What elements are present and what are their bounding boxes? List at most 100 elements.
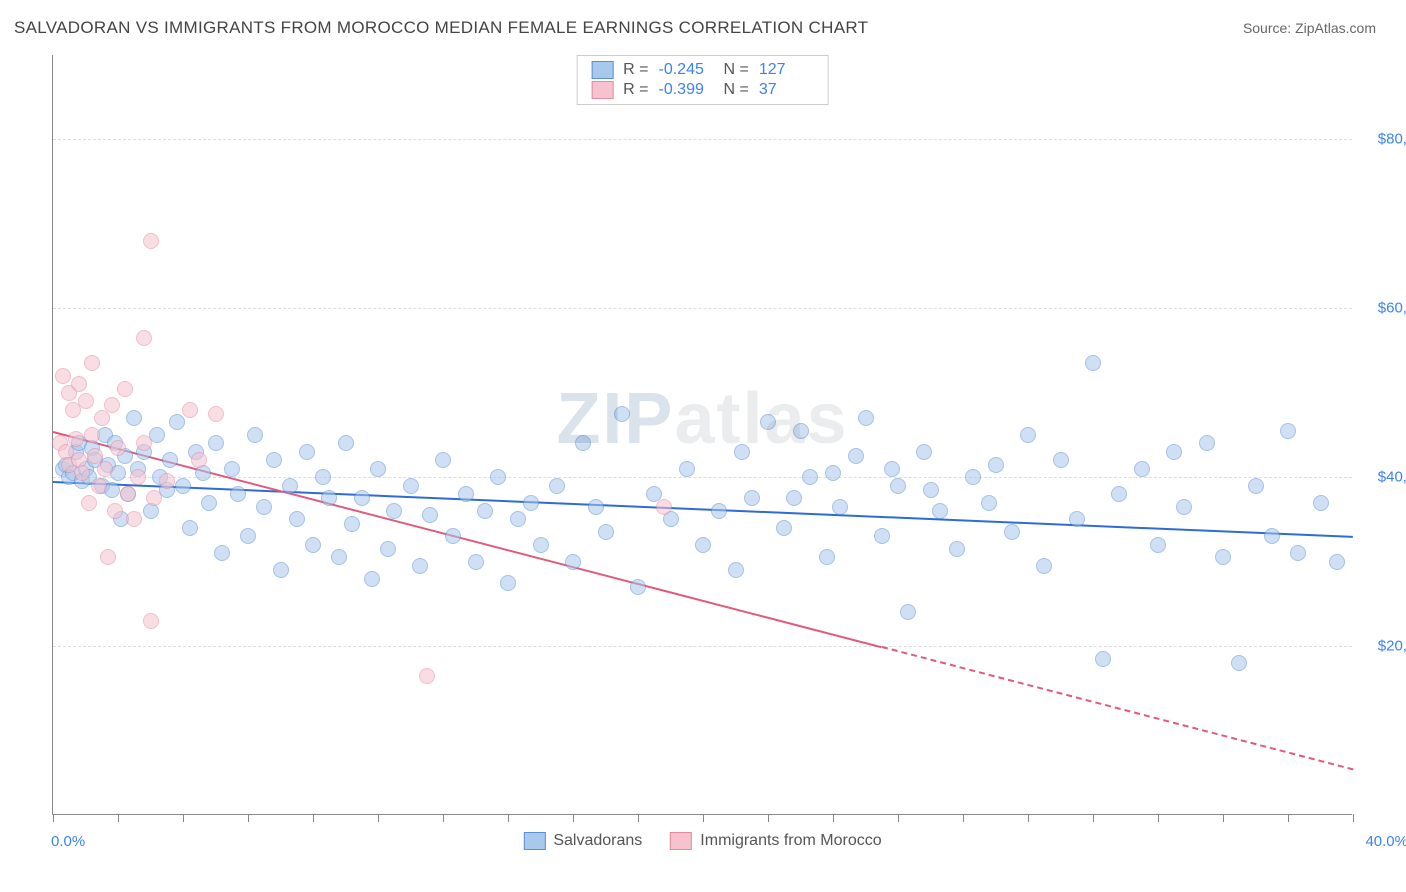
data-point — [1134, 461, 1150, 477]
x-tick — [768, 814, 769, 822]
data-point — [848, 448, 864, 464]
data-point — [81, 495, 97, 511]
data-point — [728, 562, 744, 578]
data-point — [282, 478, 298, 494]
chart-container: Median Female Earnings ZIPatlas R = -0.2… — [14, 55, 1392, 845]
data-point — [55, 368, 71, 384]
data-point — [874, 528, 890, 544]
data-point — [884, 461, 900, 477]
data-point — [445, 528, 461, 544]
data-point — [240, 528, 256, 544]
data-point — [1329, 554, 1345, 570]
data-point — [1150, 537, 1166, 553]
n-label: N = — [724, 61, 749, 79]
data-point — [793, 423, 809, 439]
legend-row-2: R = -0.399 N = 37 — [591, 80, 814, 100]
data-point — [71, 376, 87, 392]
data-point — [1111, 486, 1127, 502]
data-point — [182, 402, 198, 418]
data-point — [734, 444, 750, 460]
data-point — [412, 558, 428, 574]
data-point — [354, 490, 370, 506]
data-point — [477, 503, 493, 519]
data-point — [230, 486, 246, 502]
y-tick-label: $40,000 — [1362, 469, 1406, 486]
data-point — [744, 490, 760, 506]
x-tick — [703, 814, 704, 822]
data-point — [760, 414, 776, 430]
x-tick — [1223, 814, 1224, 822]
data-point — [175, 478, 191, 494]
y-tick-label: $60,000 — [1362, 300, 1406, 317]
data-point — [1199, 435, 1215, 451]
legend-label: Immigrants from Morocco — [700, 832, 881, 850]
legend-series: Salvadorans Immigrants from Morocco — [523, 832, 881, 850]
trendline — [881, 646, 1353, 770]
data-point — [588, 499, 604, 515]
data-point — [435, 452, 451, 468]
data-point — [1248, 478, 1264, 494]
data-point — [1264, 528, 1280, 544]
x-tick — [1158, 814, 1159, 822]
data-point — [97, 461, 113, 477]
data-point — [695, 537, 711, 553]
x-tick — [1028, 814, 1029, 822]
data-point — [533, 537, 549, 553]
legend-correlation: R = -0.245 N = 127 R = -0.399 N = 37 — [576, 55, 829, 105]
legend-row-1: R = -0.245 N = 127 — [591, 60, 814, 80]
x-tick — [443, 814, 444, 822]
data-point — [916, 444, 932, 460]
x-tick — [1093, 814, 1094, 822]
x-tick — [1288, 814, 1289, 822]
data-point — [575, 435, 591, 451]
data-point — [126, 410, 142, 426]
data-point — [858, 410, 874, 426]
x-tick — [833, 814, 834, 822]
x-tick — [638, 814, 639, 822]
gridline — [53, 477, 1352, 478]
legend-label: Salvadorans — [553, 832, 642, 850]
data-point — [84, 355, 100, 371]
swatch-icon — [670, 832, 692, 850]
data-point — [630, 579, 646, 595]
data-point — [832, 499, 848, 515]
data-point — [510, 511, 526, 527]
r-label: R = — [623, 61, 648, 79]
swatch-icon — [591, 61, 613, 79]
data-point — [565, 554, 581, 570]
data-point — [110, 440, 126, 456]
data-point — [1313, 495, 1329, 511]
data-point — [208, 435, 224, 451]
data-point — [988, 457, 1004, 473]
data-point — [143, 233, 159, 249]
data-point — [126, 511, 142, 527]
data-point — [191, 452, 207, 468]
data-point — [1280, 423, 1296, 439]
data-point — [68, 431, 84, 447]
data-point — [1069, 511, 1085, 527]
data-point — [214, 545, 230, 561]
data-point — [1176, 499, 1192, 515]
data-point — [500, 575, 516, 591]
data-point — [468, 554, 484, 570]
data-point — [1020, 427, 1036, 443]
legend-item-salvadorans: Salvadorans — [523, 832, 642, 850]
x-tick — [508, 814, 509, 822]
data-point — [364, 571, 380, 587]
x-tick — [313, 814, 314, 822]
data-point — [419, 668, 435, 684]
data-point — [315, 469, 331, 485]
data-point — [1166, 444, 1182, 460]
data-point — [182, 520, 198, 536]
data-point — [932, 503, 948, 519]
data-point — [890, 478, 906, 494]
gridline — [53, 646, 1352, 647]
data-point — [1004, 524, 1020, 540]
data-point — [130, 469, 146, 485]
data-point — [1085, 355, 1101, 371]
data-point — [247, 427, 263, 443]
data-point — [802, 469, 818, 485]
data-point — [1036, 558, 1052, 574]
data-point — [78, 393, 94, 409]
data-point — [338, 435, 354, 451]
